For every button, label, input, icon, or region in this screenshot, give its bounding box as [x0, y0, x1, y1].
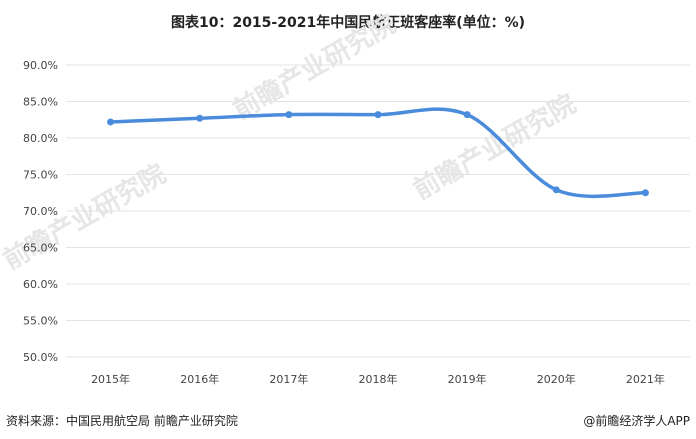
x-tick-label: 2018年 [359, 372, 398, 386]
grid-lines [66, 64, 690, 358]
y-tick-label: 55.0% [23, 315, 58, 328]
x-tick-label: 2016年 [180, 372, 219, 386]
data-point [374, 111, 382, 119]
x-tick-label: 2019年 [448, 372, 487, 386]
watermark-layer: 前瞻产业研究院 前瞻产业研究院 前瞻产业研究院 [0, 8, 581, 276]
y-tick-label: 90.0% [23, 59, 58, 72]
y-tick-label: 75.0% [23, 169, 58, 182]
watermark-text: 前瞻产业研究院 [228, 8, 401, 126]
data-point [463, 111, 471, 119]
credit-note: @前瞻经济学人APP [583, 414, 690, 428]
data-point [641, 189, 649, 197]
chart-title: 图表10：2015-2021年中国民航正班客座率(单位：%) [170, 15, 526, 31]
source-note: 资料来源：中国民用航空局 前瞻产业研究院 [6, 414, 238, 428]
x-axis: 2015年 2016年 2017年 2018年 2019年 2020年 2021年 [91, 372, 665, 386]
data-point [552, 186, 560, 194]
y-tick-label: 60.0% [23, 278, 58, 291]
x-tick-label: 2020年 [537, 372, 576, 386]
data-point [107, 118, 115, 126]
x-tick-label: 2015年 [91, 372, 130, 386]
y-tick-label: 65.0% [23, 242, 58, 255]
line-chart: 前瞻产业研究院 前瞻产业研究院 前瞻产业研究院 50.0% 55.0% 60.0% 6… [0, 8, 690, 386]
data-points [107, 111, 649, 197]
y-tick-label: 85.0% [23, 96, 58, 109]
x-tick-label: 2021年 [626, 372, 665, 386]
data-point [196, 114, 204, 122]
y-axis: 50.0% 55.0% 60.0% 65.0% 70.0% 75.0% 80.0% 85.0%… [23, 59, 58, 364]
x-tick-label: 2017年 [269, 372, 308, 386]
y-tick-label: 80.0% [23, 132, 58, 145]
y-tick-label: 70.0% [23, 205, 58, 218]
data-point [285, 111, 293, 119]
y-tick-label: 50.0% [23, 351, 58, 364]
